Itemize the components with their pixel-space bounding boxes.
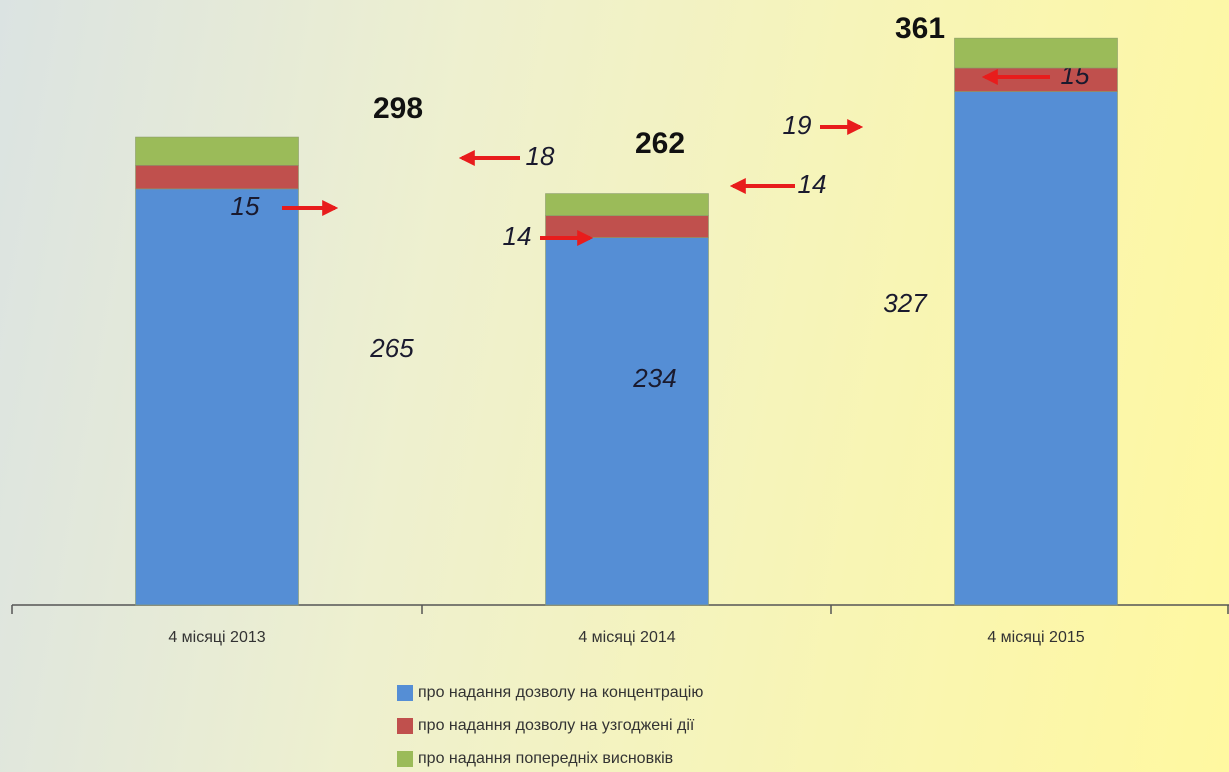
bar-segment bbox=[954, 91, 1118, 606]
data-label: 327 bbox=[883, 288, 928, 318]
data-label: 265 bbox=[369, 333, 414, 363]
bar-segment bbox=[545, 215, 709, 238]
bar-segment bbox=[135, 188, 299, 606]
x-tick-label: 4 місяці 2013 bbox=[168, 629, 265, 646]
legend-label: про надання дозволу на концентрацію bbox=[418, 684, 703, 701]
data-label: 19 bbox=[783, 110, 812, 140]
x-tick-label: 4 місяці 2015 bbox=[987, 629, 1084, 646]
data-label: 14 bbox=[798, 169, 827, 199]
x-tick-label: 4 місяці 2014 bbox=[578, 629, 675, 646]
bar-segment bbox=[545, 193, 709, 216]
bar-segment bbox=[545, 237, 709, 606]
data-label: 234 bbox=[632, 363, 676, 393]
legend-label: про надання попередніх висновків bbox=[418, 750, 673, 767]
legend-swatch bbox=[397, 718, 413, 734]
legend-label: про надання дозволу на узгоджені дії bbox=[418, 717, 695, 734]
legend-swatch bbox=[397, 685, 413, 701]
total-label: 298 bbox=[373, 92, 423, 125]
bar-segment bbox=[135, 136, 299, 166]
data-label: 18 bbox=[526, 141, 555, 171]
bar-segment bbox=[954, 37, 1118, 69]
total-label: 262 bbox=[635, 127, 685, 160]
total-label: 361 bbox=[895, 12, 945, 45]
data-label: 15 bbox=[231, 191, 260, 221]
bar-segment bbox=[954, 67, 1118, 92]
legend-swatch bbox=[397, 751, 413, 767]
bar-segment bbox=[135, 165, 299, 190]
data-label: 14 bbox=[503, 221, 532, 251]
